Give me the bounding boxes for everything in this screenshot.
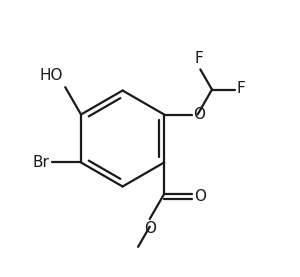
Text: HO: HO bbox=[39, 68, 62, 83]
Text: O: O bbox=[193, 107, 205, 122]
Text: O: O bbox=[194, 189, 206, 204]
Text: Br: Br bbox=[33, 155, 50, 170]
Text: O: O bbox=[144, 221, 156, 236]
Text: F: F bbox=[195, 51, 203, 66]
Text: F: F bbox=[237, 81, 245, 96]
